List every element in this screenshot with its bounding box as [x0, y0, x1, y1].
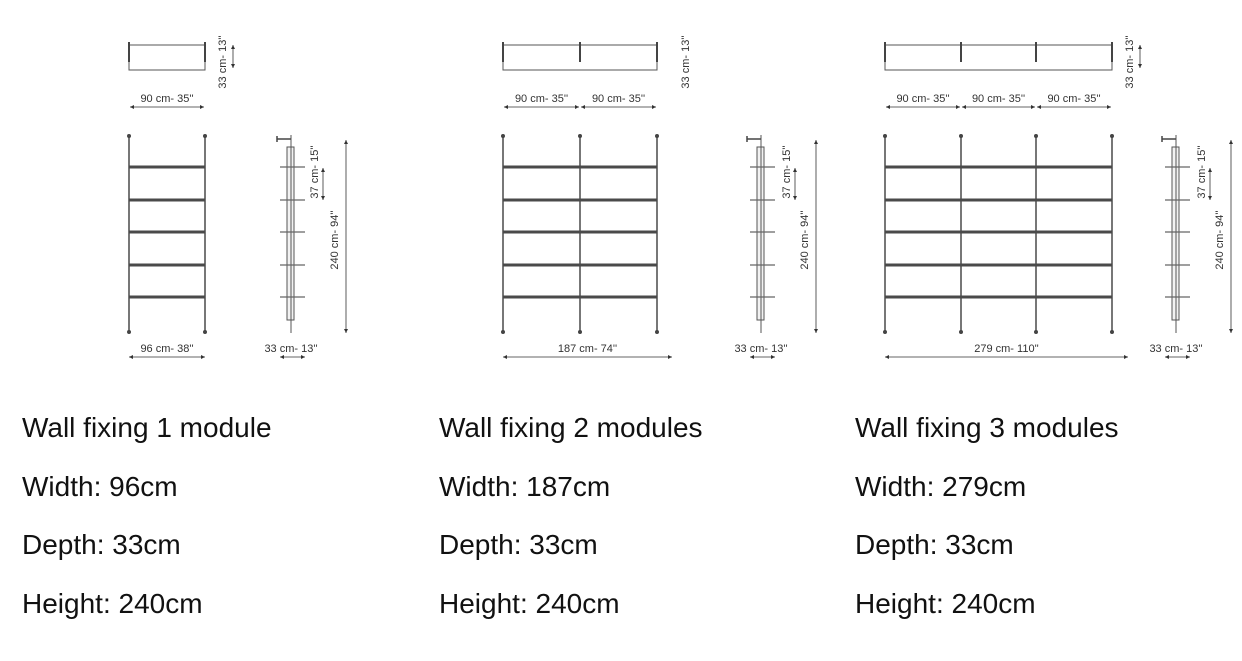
module-3-title: Wall fixing 3 modules [855, 412, 1119, 443]
module-1-post-cap-bottom-1 [203, 330, 207, 334]
module-3-shelf-4 [885, 295, 1112, 299]
module-3-shelf-3 [885, 263, 1112, 267]
module-2-shelf-4 [503, 295, 657, 299]
module-3-module-width-label-2: 90 cm- 35'' [1047, 93, 1100, 105]
module-2-top-depth-label: 33 cm- 13'' [680, 35, 692, 88]
module-2-shelf-spacing-label: 37 cm- 15'' [781, 145, 793, 198]
module-3-post-cap-bottom-3 [1110, 330, 1114, 334]
module-2-width: Width: 187cm [439, 471, 611, 502]
module-2-post-cap-bottom-0 [501, 330, 505, 334]
module-2-post-cap-top-2 [655, 134, 659, 138]
module-3-shelf-0 [885, 165, 1112, 169]
module-2-shelf-1 [503, 198, 657, 202]
module-1-shelf-0 [129, 165, 205, 169]
module-2-title: Wall fixing 2 modules [439, 412, 703, 443]
module-3-total-width-label: 279 cm- 110'' [974, 343, 1039, 355]
module-3-top-depth-label: 33 cm- 13'' [1124, 35, 1136, 88]
module-3-post-cap-top-0 [883, 134, 887, 138]
module-3-post-cap-top-2 [1034, 134, 1038, 138]
shelving-technical-drawings: 90 cm- 35'' 33 cm- 13'' 96 cm- 38'' 37 cm- … [127, 35, 1233, 359]
module-2-post-cap-top-1 [578, 134, 582, 138]
module-1-total-width-label: 96 cm- 38'' [140, 343, 193, 355]
module-3-width: Width: 279cm [855, 471, 1027, 502]
module-1-total-height-label: 240 cm- 94'' [329, 210, 341, 269]
module-2-module-width-label-1: 90 cm- 35'' [592, 93, 645, 105]
module-2-depth: Depth: 33cm [439, 529, 598, 560]
module-2-total-width-label: 187 cm- 74'' [558, 343, 617, 355]
module-3-top-view [884, 44, 1113, 71]
module-3-post-cap-bottom-2 [1034, 330, 1038, 334]
module-2-shelf-spacing-arrow-heads [793, 168, 797, 200]
module-1-post-cap-bottom-0 [127, 330, 131, 334]
module-3-post-cap-top-1 [959, 134, 963, 138]
module-2-total-height-label: 240 cm- 94'' [799, 210, 811, 269]
module-3-height: Height: 240cm [855, 588, 1036, 619]
module-3-module-width-label-0: 90 cm- 35'' [896, 93, 949, 105]
module-3-module-width-label-1: 90 cm- 35'' [972, 93, 1025, 105]
module-2-post-cap-top-0 [501, 134, 505, 138]
module-2-post-cap-bottom-2 [655, 330, 659, 334]
module-3-post-cap-bottom-1 [959, 330, 963, 334]
module-1-shelf-1 [129, 198, 205, 202]
module-1-top-view [128, 44, 206, 71]
module-2-height: Height: 240cm [439, 588, 620, 619]
module-2-module-width-label-0: 90 cm- 35'' [515, 93, 568, 105]
module-2-side-depth-label: 33 cm- 13'' [734, 343, 787, 355]
module-1-shelf-4 [129, 295, 205, 299]
module-3-post-cap-top-3 [1110, 134, 1114, 138]
module-1-post-cap-top-0 [127, 134, 131, 138]
module-3-shelf-2 [885, 230, 1112, 234]
module-3-shelf-1 [885, 198, 1112, 202]
module-1-top-depth-label: 33 cm- 13'' [217, 35, 229, 88]
module-3-total-height-label: 240 cm- 94'' [1214, 210, 1226, 269]
module-3-post-cap-bottom-0 [883, 330, 887, 334]
module-3-shelf-spacing-label: 37 cm- 15'' [1196, 145, 1208, 198]
module-1-shelf-spacing-label: 37 cm- 15'' [309, 145, 321, 198]
module-1-depth: Depth: 33cm [22, 529, 181, 560]
module-3-side-depth-label: 33 cm- 13'' [1149, 343, 1202, 355]
module-2-post-cap-bottom-1 [578, 330, 582, 334]
module-2-shelf-3 [503, 263, 657, 267]
module-2-shelf-2 [503, 230, 657, 234]
module-1-height: Height: 240cm [22, 588, 203, 619]
module-1-shelf-2 [129, 230, 205, 234]
module-3-shelf-spacing-arrow-heads [1208, 168, 1212, 200]
module-1-title: Wall fixing 1 module [22, 412, 272, 443]
module-1-side-depth-label: 33 cm- 13'' [264, 343, 317, 355]
module-1-shelf-3 [129, 263, 205, 267]
module-3-depth: Depth: 33cm [855, 529, 1014, 560]
module-2-shelf-0 [503, 165, 657, 169]
module-1-module-width-label-0: 90 cm- 35'' [140, 93, 193, 105]
module-1-width: Width: 96cm [22, 471, 178, 502]
module-1-post-cap-top-1 [203, 134, 207, 138]
